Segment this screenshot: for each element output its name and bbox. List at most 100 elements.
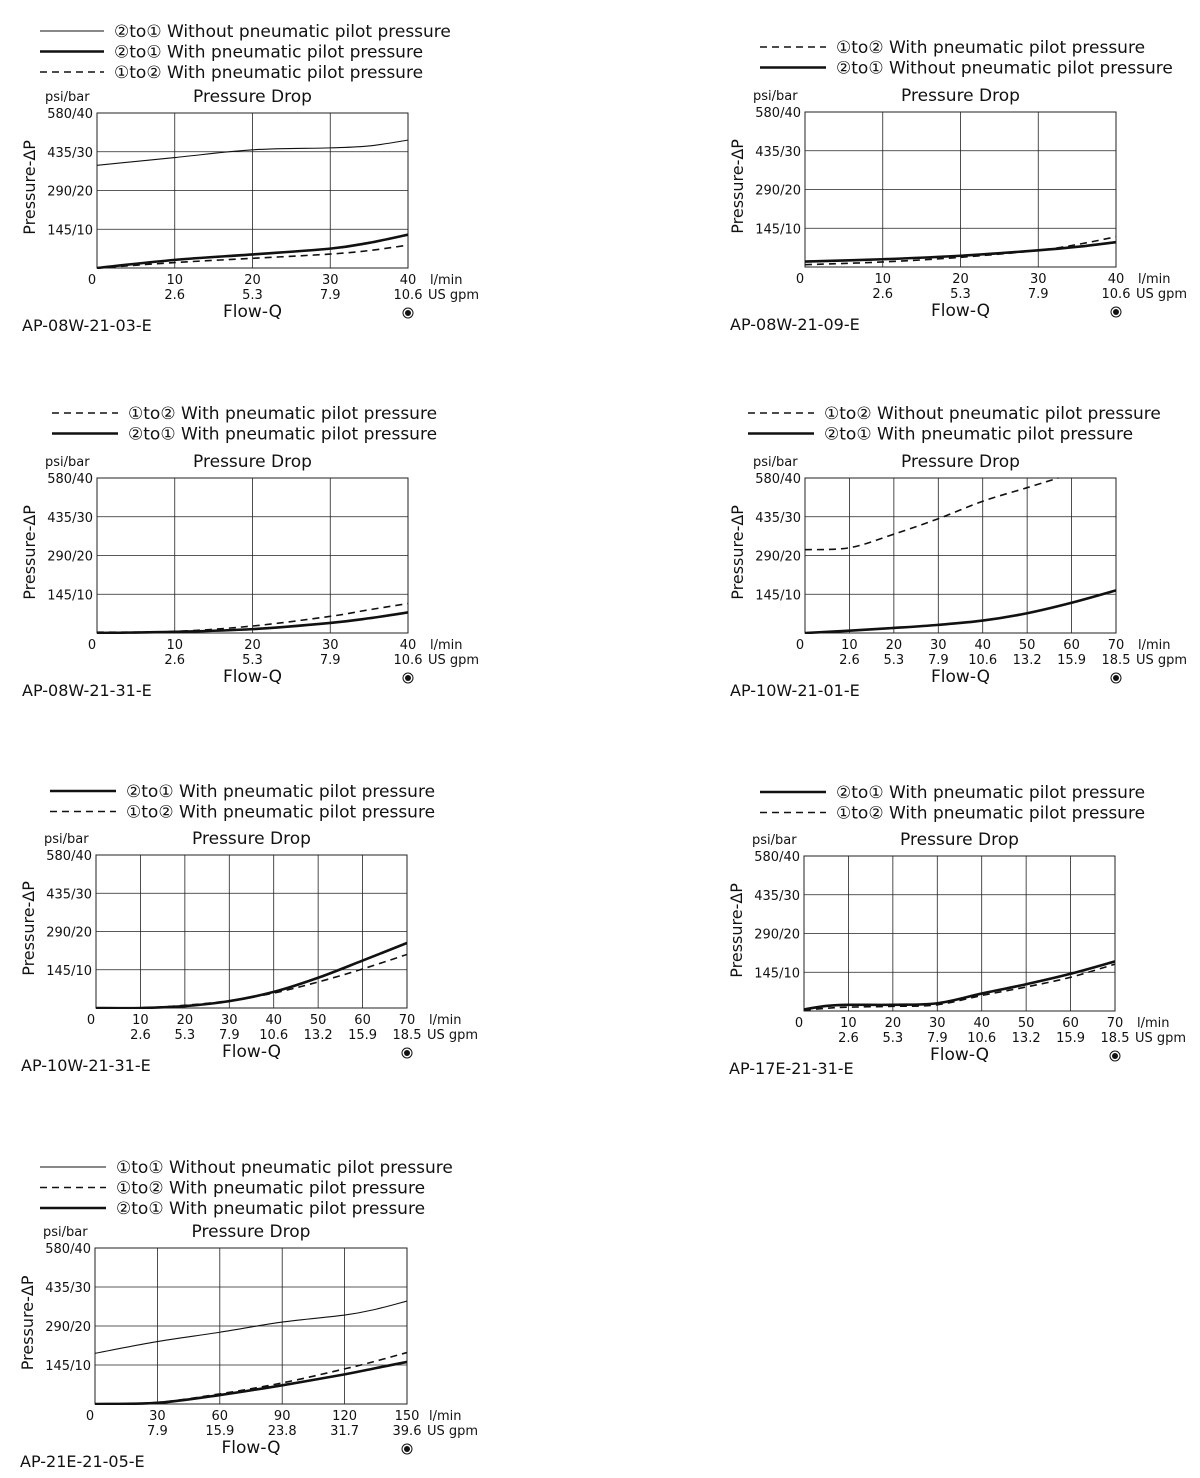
- origin-label: 0: [87, 1013, 95, 1028]
- x-tick-sublabel: 2.6: [839, 653, 860, 668]
- legend-entry: ②to① With pneumatic pilot pressure: [836, 783, 1145, 803]
- model-code: AP-17E-21-31-E: [729, 1059, 854, 1078]
- x-tick-sublabel: 5.3: [175, 1028, 196, 1043]
- target-icon-center: [1113, 675, 1119, 681]
- model-code: AP-10W-21-01-E: [730, 681, 860, 700]
- plot-frame: [804, 111, 1117, 268]
- legend-entry: ①to② Without pneumatic pilot pressure: [824, 404, 1161, 424]
- x-unit-primary: l/min: [1137, 1016, 1170, 1031]
- y-unit-label: psi/bar: [43, 1225, 88, 1240]
- x-axis-label: Flow-Q: [931, 301, 990, 321]
- x-unit-primary: l/min: [429, 1409, 462, 1424]
- y-tick-label: 290/20: [46, 926, 92, 941]
- x-tick-sublabel: 5.3: [884, 653, 905, 668]
- x-unit-secondary: US gpm: [428, 288, 479, 303]
- x-tick-sublabel: 5.3: [950, 287, 971, 302]
- x-tick-label: 50: [1018, 1016, 1035, 1031]
- x-tick-label: 10: [166, 273, 183, 288]
- y-tick-label: 580/40: [47, 472, 93, 487]
- x-tick-sublabel: 18.5: [1102, 653, 1131, 668]
- y-tick-label: 435/30: [754, 889, 800, 904]
- target-icon: [402, 672, 414, 684]
- legend-entry: ①to② With pneumatic pilot pressure: [114, 63, 423, 83]
- y-tick-label: 580/40: [47, 107, 93, 122]
- x-tick-label: 40: [400, 638, 417, 653]
- x-tick-label: 40: [974, 638, 991, 653]
- x-tick-sublabel: 15.9: [348, 1028, 377, 1043]
- x-axis-label: Flow-Q: [222, 1042, 281, 1062]
- x-tick-sublabel: 10.6: [394, 288, 423, 303]
- x-tick-label: 40: [400, 273, 417, 288]
- x-tick-sublabel: 39.6: [393, 1424, 422, 1439]
- x-axis-label: Flow-Q: [222, 1438, 281, 1458]
- y-tick-label: 290/20: [755, 550, 801, 565]
- x-tick-label: 30: [221, 1013, 238, 1028]
- x-unit-secondary: US gpm: [427, 1424, 478, 1439]
- y-tick-label: 145/10: [45, 1359, 91, 1374]
- chart-ap-10w-21-01-e: ①to② Without pneumatic pilot pressure②to…: [728, 404, 1187, 700]
- y-unit-label: psi/bar: [45, 90, 90, 105]
- origin-label: 0: [796, 272, 804, 287]
- y-tick-label: 435/30: [46, 887, 92, 902]
- target-icon: [401, 1047, 413, 1059]
- plot-frame: [94, 1247, 408, 1405]
- x-tick-label: 20: [244, 638, 261, 653]
- x-tick-sublabel: 10.6: [968, 653, 997, 668]
- model-code: AP-21E-21-05-E: [20, 1452, 145, 1471]
- x-tick-label: 10: [874, 272, 891, 287]
- x-unit-primary: l/min: [429, 1013, 462, 1028]
- x-tick-sublabel: 2.6: [130, 1028, 151, 1043]
- x-tick-sublabel: 10.6: [259, 1028, 288, 1043]
- x-tick-sublabel: 13.2: [1013, 653, 1042, 668]
- x-tick-label: 70: [1107, 1016, 1124, 1031]
- y-axis-label: Pressure-ΔP: [728, 505, 747, 600]
- y-unit-label: psi/bar: [44, 832, 89, 847]
- x-tick-sublabel: 10.6: [394, 653, 423, 668]
- series-line-dashed: [95, 1351, 407, 1405]
- x-tick-sublabel: 2.6: [838, 1031, 859, 1046]
- y-tick-label: 290/20: [755, 184, 801, 199]
- x-tick-label: 30: [322, 273, 339, 288]
- series-line-dashed: [96, 953, 407, 1009]
- x-axis-label: Flow-Q: [223, 667, 282, 687]
- x-tick-sublabel: 15.9: [205, 1424, 234, 1439]
- y-tick-label: 580/40: [755, 106, 801, 121]
- series-line-thick: [805, 240, 1116, 263]
- model-code: AP-08W-21-03-E: [22, 316, 152, 335]
- target-icon: [1109, 1050, 1121, 1062]
- series-line-thick: [804, 960, 1115, 1011]
- x-tick-label: 70: [399, 1013, 416, 1028]
- series-line-thick: [97, 233, 408, 269]
- plot-frame: [803, 855, 1116, 1012]
- plot-frame: [95, 854, 408, 1009]
- target-icon-center: [404, 1446, 410, 1452]
- origin-label: 0: [86, 1409, 94, 1424]
- y-unit-label: psi/bar: [753, 89, 798, 104]
- x-tick-label: 60: [1063, 638, 1080, 653]
- y-tick-label: 145/10: [755, 222, 801, 237]
- legend-entry: ①to② With pneumatic pilot pressure: [836, 804, 1145, 824]
- x-tick-label: 60: [1062, 1016, 1079, 1031]
- x-axis-label: Flow-Q: [223, 302, 282, 322]
- x-tick-label: 60: [354, 1013, 371, 1028]
- x-tick-sublabel: 5.3: [883, 1031, 904, 1046]
- x-tick-sublabel: 18.5: [393, 1028, 422, 1043]
- x-unit-secondary: US gpm: [428, 653, 479, 668]
- model-code: AP-08W-21-31-E: [22, 681, 152, 700]
- x-tick-sublabel: 18.5: [1101, 1031, 1130, 1046]
- x-unit-secondary: US gpm: [1136, 653, 1187, 668]
- x-tick-sublabel: 10.6: [967, 1031, 996, 1046]
- x-tick-label: 40: [973, 1016, 990, 1031]
- x-tick-label: 40: [265, 1013, 282, 1028]
- legend-entry: ②to① Without pneumatic pilot pressure: [114, 22, 451, 42]
- series-line-dashed: [804, 963, 1115, 1012]
- x-tick-label: 10: [840, 1016, 857, 1031]
- x-unit-secondary: US gpm: [1135, 1031, 1186, 1046]
- y-tick-label: 435/30: [755, 511, 801, 526]
- y-axis-label: Pressure-ΔP: [19, 881, 38, 976]
- x-tick-sublabel: 2.6: [164, 653, 185, 668]
- x-tick-sublabel: 10.6: [1102, 287, 1131, 302]
- legend-entry: ②to① With pneumatic pilot pressure: [824, 425, 1133, 445]
